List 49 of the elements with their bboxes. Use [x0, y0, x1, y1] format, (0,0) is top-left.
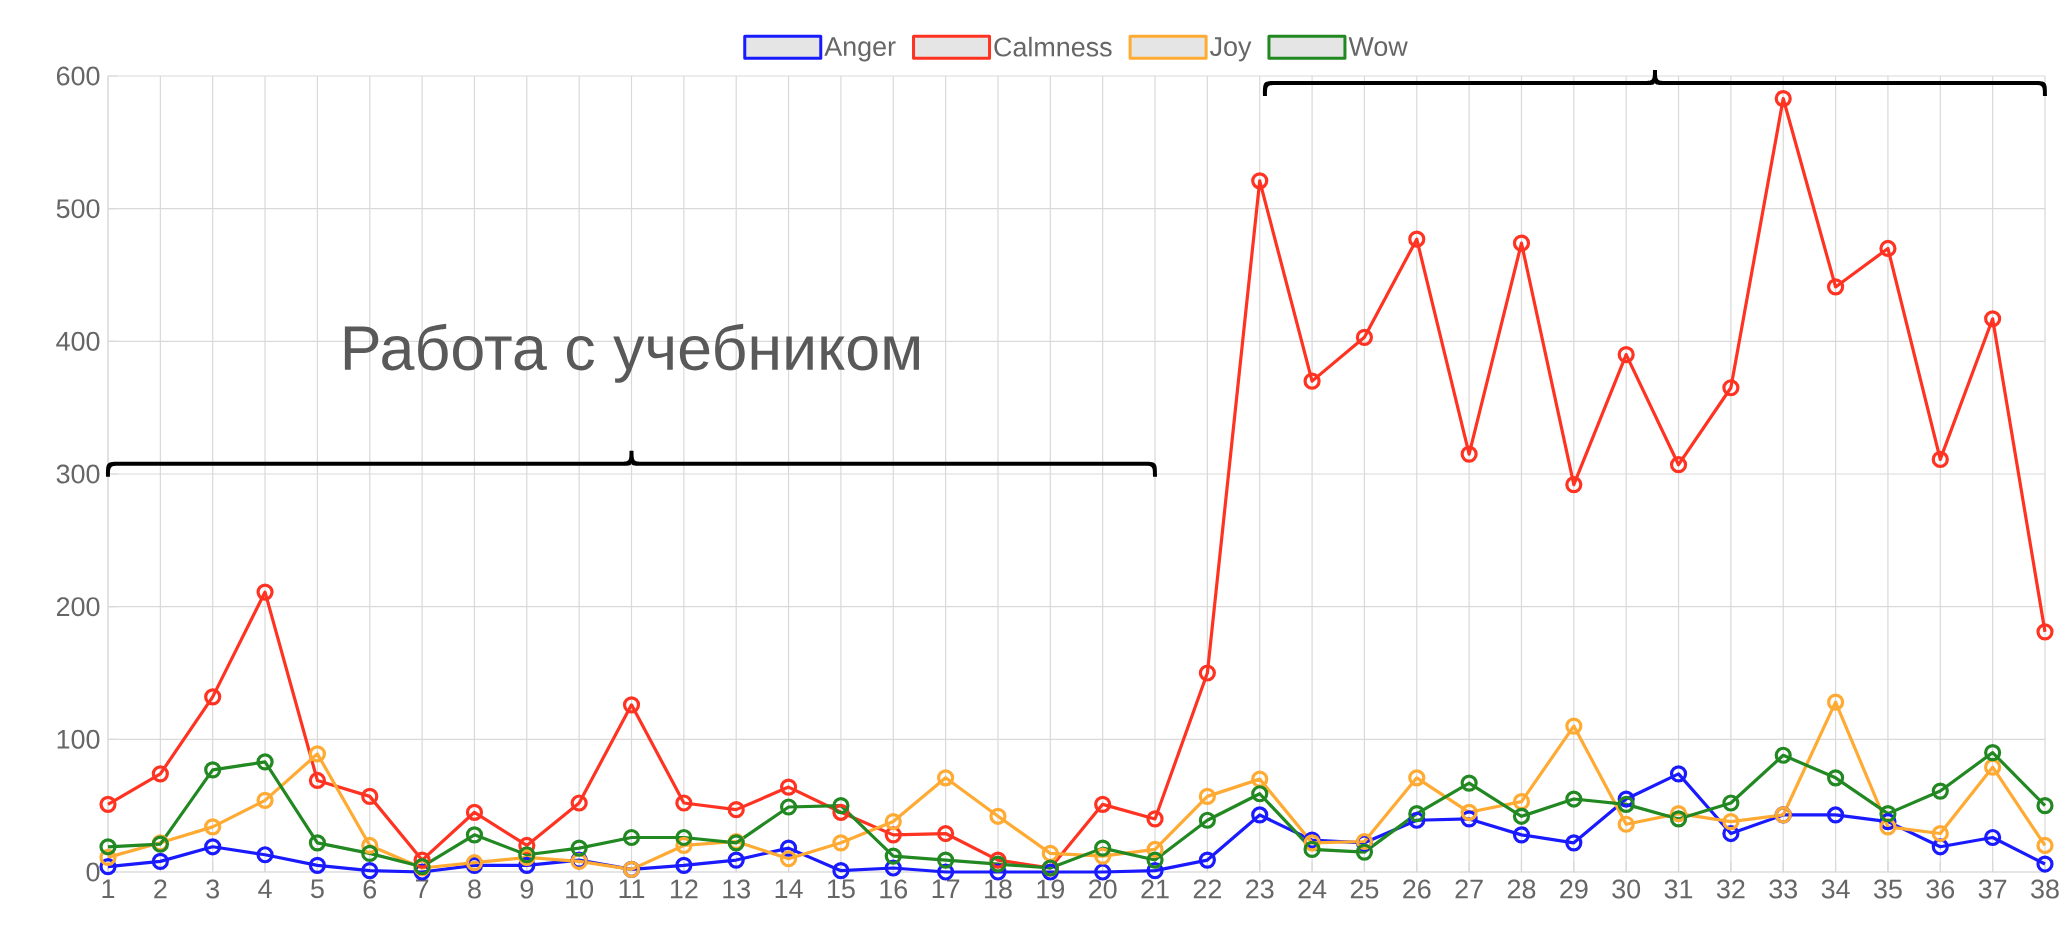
x-tick-label: 15 [828, 879, 855, 899]
x-tick-label: 16 [880, 879, 908, 899]
y-tick-label: 100 [57, 729, 100, 749]
legend-label: Calmness [994, 36, 1112, 57]
x-tick-label: 20 [1089, 879, 1117, 899]
x-tick-label: 11 [619, 879, 645, 899]
x-tick-label: 9 [520, 879, 534, 899]
y-tick-label: 0 [86, 862, 100, 882]
x-tick-label: 26 [1403, 879, 1431, 899]
x-tick-label: 10 [566, 879, 594, 899]
x-tick-label: 38 [2031, 879, 2059, 899]
x-tick-label: 12 [670, 879, 698, 899]
x-tick-label: 6 [363, 879, 377, 899]
y-tick-label: 200 [56, 597, 100, 617]
x-tick-label: 2 [154, 879, 167, 899]
x-tick-label: 31 [1664, 879, 1693, 899]
legend-label: Joy [1210, 37, 1252, 62]
legend-label: Wow [1348, 37, 1408, 57]
x-tick-label: 35 [1874, 879, 1902, 899]
x-tick-label: 23 [1246, 879, 1274, 899]
x-tick-label: 33 [1769, 879, 1798, 899]
x-tick-label: 13 [723, 879, 750, 899]
x-tick-label: 8 [468, 879, 481, 899]
x-tick-label: 3 [206, 879, 219, 899]
x-tick-label: 5 [311, 879, 324, 899]
y-tick-label: 600 [56, 66, 100, 86]
x-tick-label: 18 [985, 879, 1012, 899]
x-tick-label: 1 [102, 879, 115, 899]
annotation: Работа с учебником [344, 323, 919, 383]
x-tick-label: 24 [1298, 879, 1327, 899]
x-tick-label: 21 [1141, 879, 1169, 899]
x-tick-label: 29 [1560, 879, 1588, 899]
x-tick-label: 25 [1350, 879, 1379, 899]
x-tick-label: 28 [1507, 879, 1536, 899]
x-tick-label: 34 [1821, 879, 1850, 899]
x-tick-label: 4 [258, 879, 272, 899]
x-tick-label: 36 [1926, 879, 1955, 899]
x-tick-label: 17 [932, 879, 960, 899]
y-tick-label: 300 [56, 464, 100, 484]
x-tick-label: 19 [1037, 879, 1064, 899]
y-tick-label: 500 [56, 199, 100, 219]
x-tick-label: 22 [1193, 879, 1221, 899]
x-tick-label: 14 [775, 879, 803, 899]
legend-label: Anger [824, 37, 896, 62]
x-tick-label: 27 [1455, 879, 1483, 899]
y-tick-label: 400 [56, 331, 100, 351]
x-tick-label: 30 [1612, 879, 1641, 899]
x-tick-label: 37 [1978, 879, 2007, 899]
x-tick-label: 32 [1716, 879, 1745, 899]
